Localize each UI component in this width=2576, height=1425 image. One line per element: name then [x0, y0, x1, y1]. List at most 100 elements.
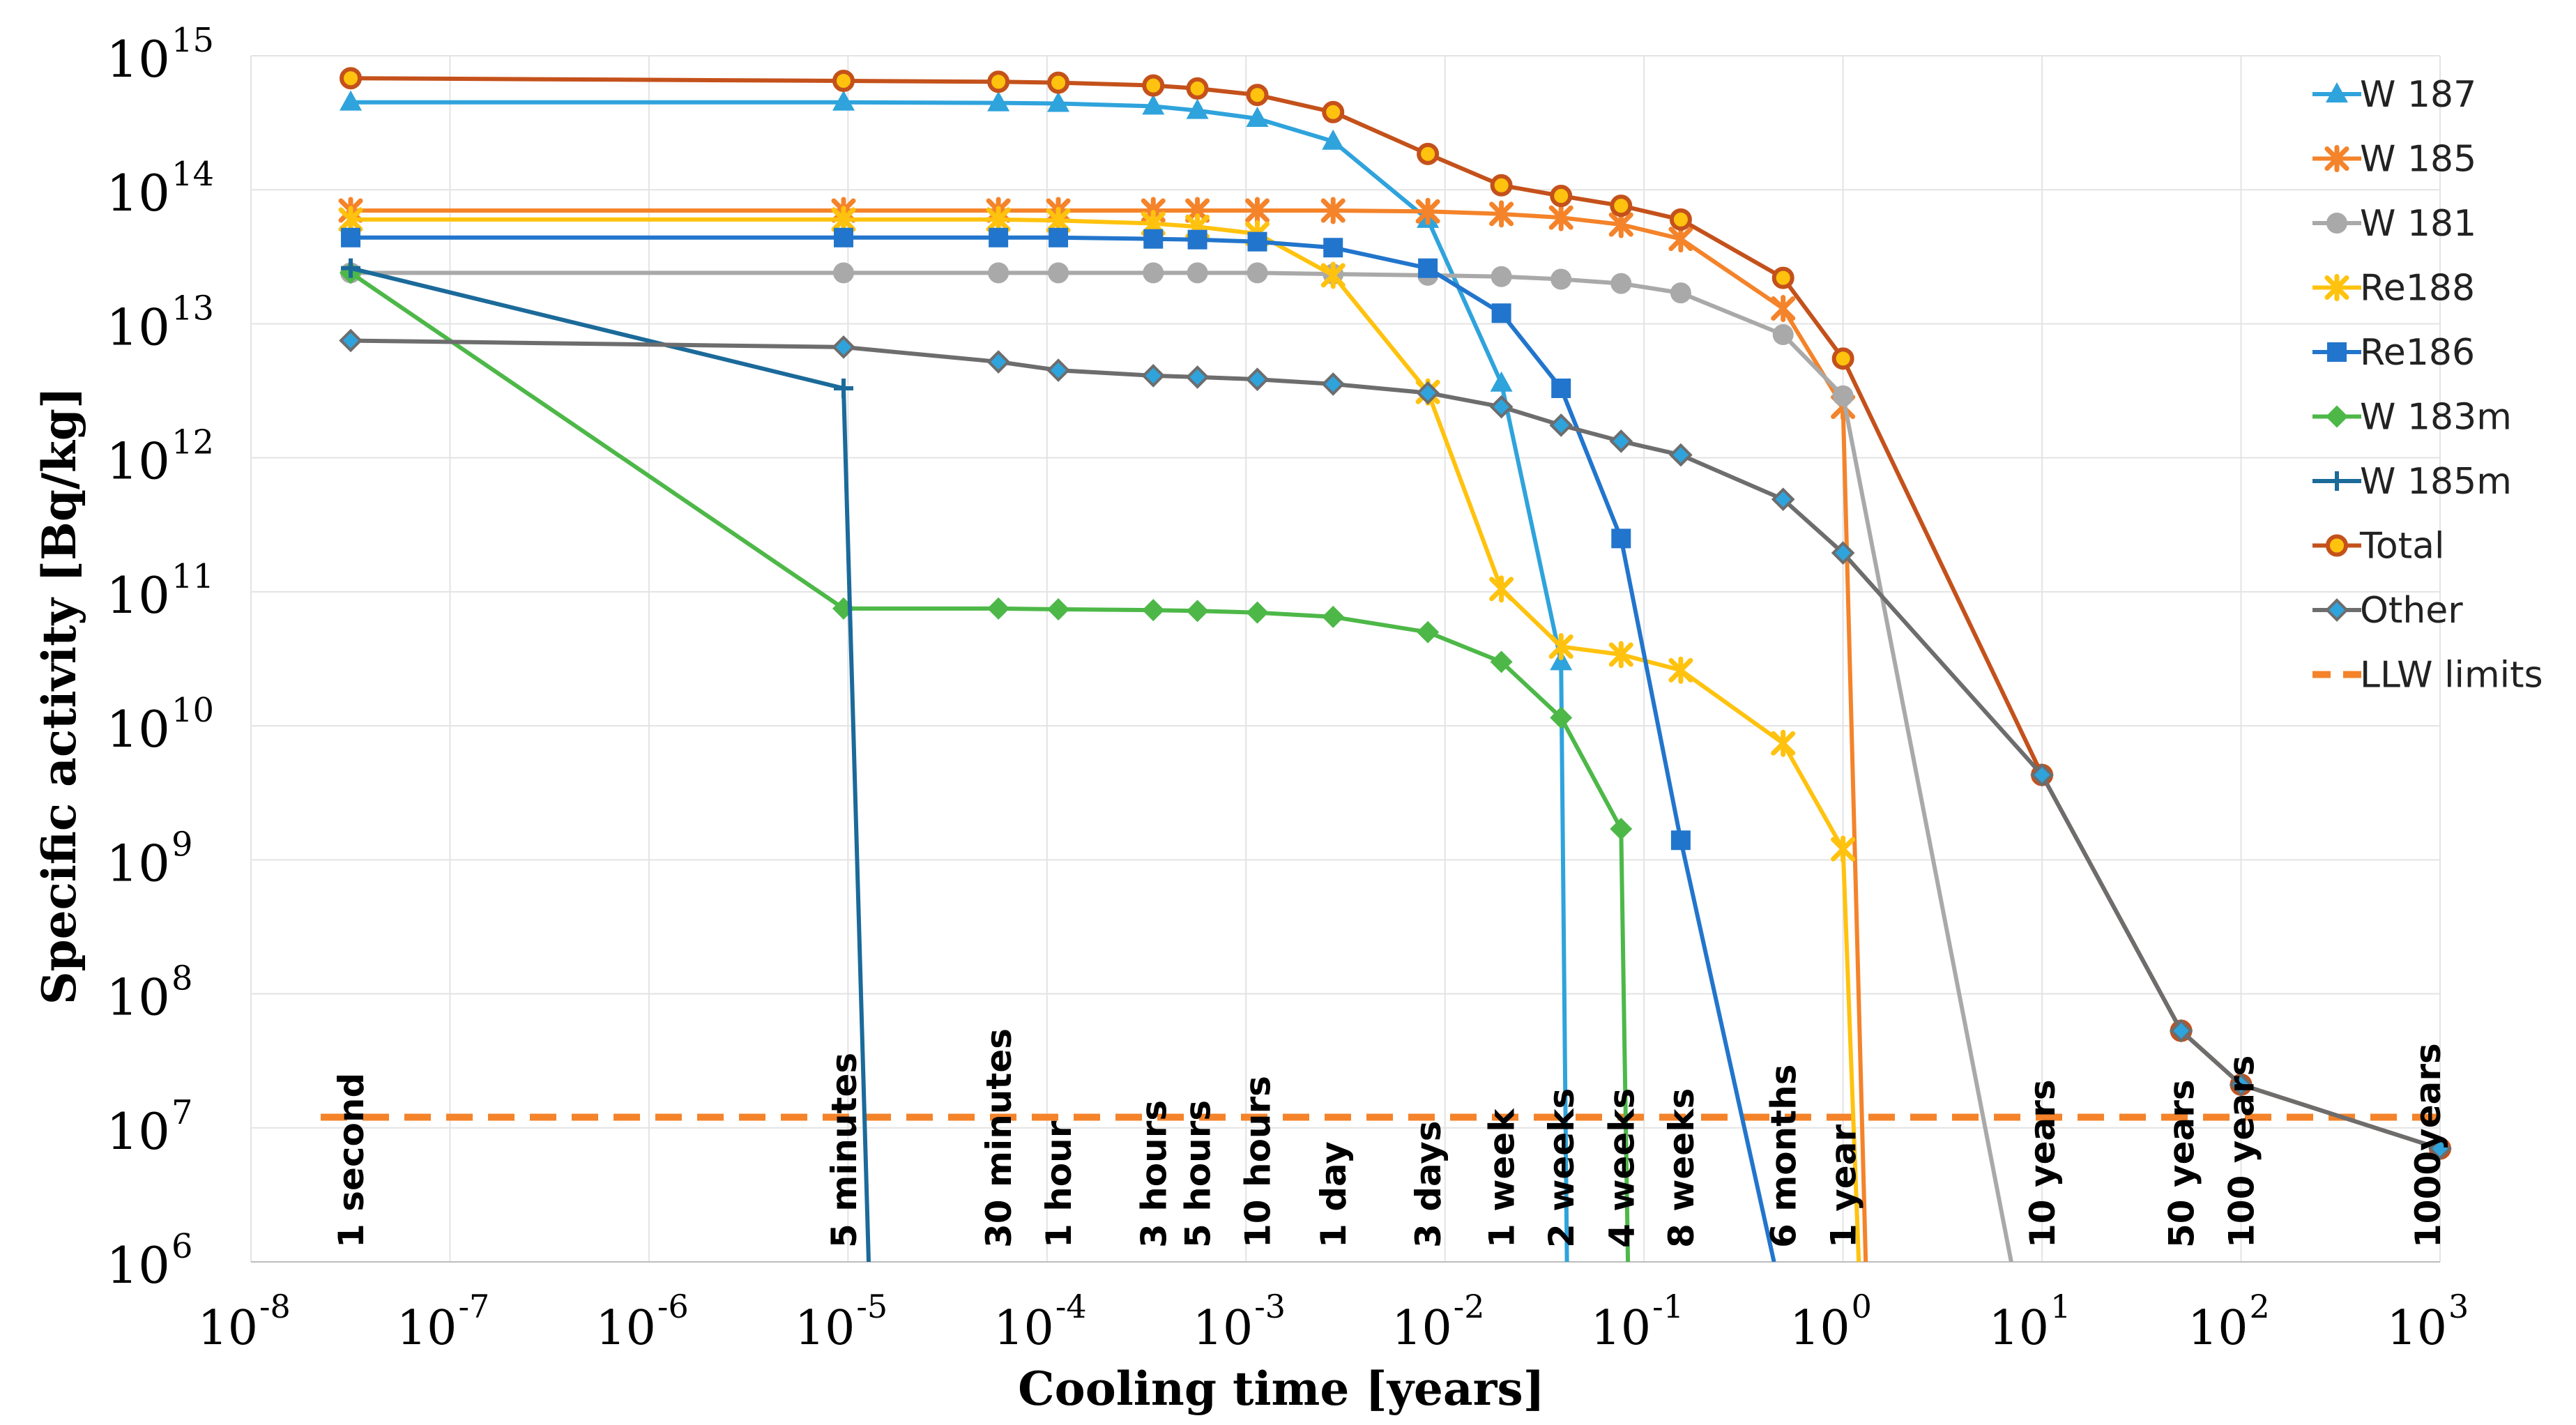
- svg-text:7: 7: [172, 1093, 193, 1132]
- series-line-re188: [351, 217, 1861, 1262]
- legend-marker-w-187: [2326, 82, 2348, 102]
- legend-label: W 183m: [2360, 397, 2512, 439]
- point-other: [1321, 372, 1346, 396]
- x-tick-label: 10 0: [1790, 1288, 1872, 1356]
- point-w-187: [832, 90, 855, 111]
- point-w-183m: [1322, 605, 1345, 628]
- legend-entry-re188: Re188: [2312, 268, 2475, 310]
- time-annotation: 1 hour: [1039, 1120, 1079, 1248]
- point-w-187: [1322, 129, 1345, 150]
- point-re188: [1489, 575, 1514, 603]
- series-re188: [338, 206, 1861, 1262]
- point-w-183m: [1142, 599, 1165, 622]
- point-other: [2030, 763, 2054, 787]
- time-annotation: 1 second: [331, 1073, 372, 1248]
- time-annotation: 3 hours: [1134, 1100, 1174, 1248]
- point-other: [1046, 358, 1070, 382]
- point-other: [1669, 443, 1693, 467]
- point-w-181: [1550, 268, 1572, 290]
- svg-text:10: 10: [106, 30, 170, 89]
- time-annotation: 30 minutes: [979, 1028, 1019, 1248]
- point-re188: [1320, 261, 1346, 289]
- y-tick-label: 10 9: [106, 825, 192, 892]
- point-other: [1185, 365, 1210, 389]
- time-annotation: 10 years: [2022, 1079, 2063, 1248]
- point-other: [1245, 367, 1270, 391]
- point-total: [1669, 208, 1692, 231]
- y-tick-label: 10 6: [106, 1227, 192, 1295]
- point-w-181: [1048, 262, 1069, 284]
- y-tick-label: 10 7: [106, 1093, 192, 1161]
- svg-text:-2: -2: [1454, 1288, 1485, 1325]
- svg-text:10: 10: [197, 1301, 258, 1356]
- x-tick-label: 10 -3: [1193, 1288, 1286, 1356]
- point-total: [1142, 74, 1165, 97]
- point-w-185: [1415, 197, 1440, 225]
- point-re188: [1608, 641, 1633, 669]
- svg-text:10: 10: [1392, 1301, 1452, 1356]
- point-w-185: [1608, 211, 1633, 238]
- time-annotation: 1000years: [2408, 1043, 2448, 1248]
- x-tick-label: 10 -7: [397, 1288, 489, 1356]
- legend-label: Re188: [2360, 268, 2475, 310]
- point-w-183m: [1417, 620, 1440, 643]
- point-re188: [1771, 729, 1796, 757]
- y-tick-label: 10 13: [106, 289, 214, 356]
- time-annotation: 100 years: [2222, 1056, 2262, 1248]
- grid: [250, 55, 2441, 1263]
- legend-label: W 185m: [2360, 461, 2512, 503]
- point-w-185: [1489, 200, 1514, 228]
- legend-entry-other: Other: [2312, 590, 2463, 632]
- point-w-185: [1320, 197, 1346, 224]
- legend-label: LLW limits: [2360, 655, 2543, 696]
- legend-marker-total: [2326, 534, 2348, 557]
- point-w-181: [1491, 266, 1512, 287]
- svg-text:13: 13: [172, 289, 214, 328]
- point-w-185: [1668, 225, 1693, 253]
- point-w-181: [988, 262, 1009, 284]
- x-tick-label: 10 -4: [993, 1288, 1086, 1356]
- series-w-185m: [341, 258, 871, 1262]
- svg-text:15: 15: [172, 21, 214, 60]
- point-re186: [1323, 238, 1343, 258]
- svg-text:-8: -8: [259, 1288, 291, 1325]
- point-w-187: [1490, 371, 1513, 392]
- svg-text:10: 10: [106, 1236, 170, 1295]
- svg-text:-4: -4: [1055, 1288, 1087, 1325]
- svg-text:10: 10: [106, 968, 170, 1027]
- legend-marker-w-183m: [2326, 405, 2348, 428]
- legend-label: Total: [2359, 526, 2444, 567]
- point-w-183m: [987, 597, 1010, 620]
- point-re186: [1551, 378, 1571, 398]
- time-annotation: 5 hours: [1178, 1100, 1219, 1248]
- point-re186: [1143, 229, 1164, 249]
- legend-entry-w-185m: W 185m: [2312, 461, 2512, 503]
- time-annotations: 1 second 5 minutes 30 minutes 1 hour 3 hours…: [331, 1028, 2448, 1248]
- point-re186: [1670, 830, 1691, 851]
- time-annotation: 4 weeks: [1601, 1088, 1642, 1248]
- series-other: [339, 328, 2452, 1161]
- point-re188: [1668, 656, 1693, 684]
- point-re188: [338, 206, 363, 234]
- svg-text:10: 10: [1790, 1301, 1850, 1356]
- point-total: [1771, 266, 1794, 289]
- point-w-187: [987, 91, 1010, 112]
- svg-text:12: 12: [172, 423, 214, 462]
- time-annotation: 1 day: [1313, 1141, 1354, 1248]
- point-total: [1610, 195, 1633, 218]
- svg-text:8: 8: [172, 959, 193, 998]
- svg-text:14: 14: [172, 155, 214, 194]
- point-w-181: [1832, 385, 1854, 406]
- point-total: [1322, 100, 1345, 123]
- point-other: [1771, 487, 1795, 512]
- point-other: [2169, 1019, 2193, 1043]
- x-tick-label: 10 -5: [795, 1288, 887, 1356]
- legend-label: W 185: [2360, 139, 2476, 181]
- series-line-re186: [351, 235, 1776, 1262]
- svg-text:-3: -3: [1254, 1288, 1286, 1325]
- time-annotation: 1 year: [1824, 1125, 1864, 1248]
- legend-entry-w-187: W 187: [2312, 74, 2476, 116]
- x-tick-label: 10 1: [1989, 1288, 2071, 1356]
